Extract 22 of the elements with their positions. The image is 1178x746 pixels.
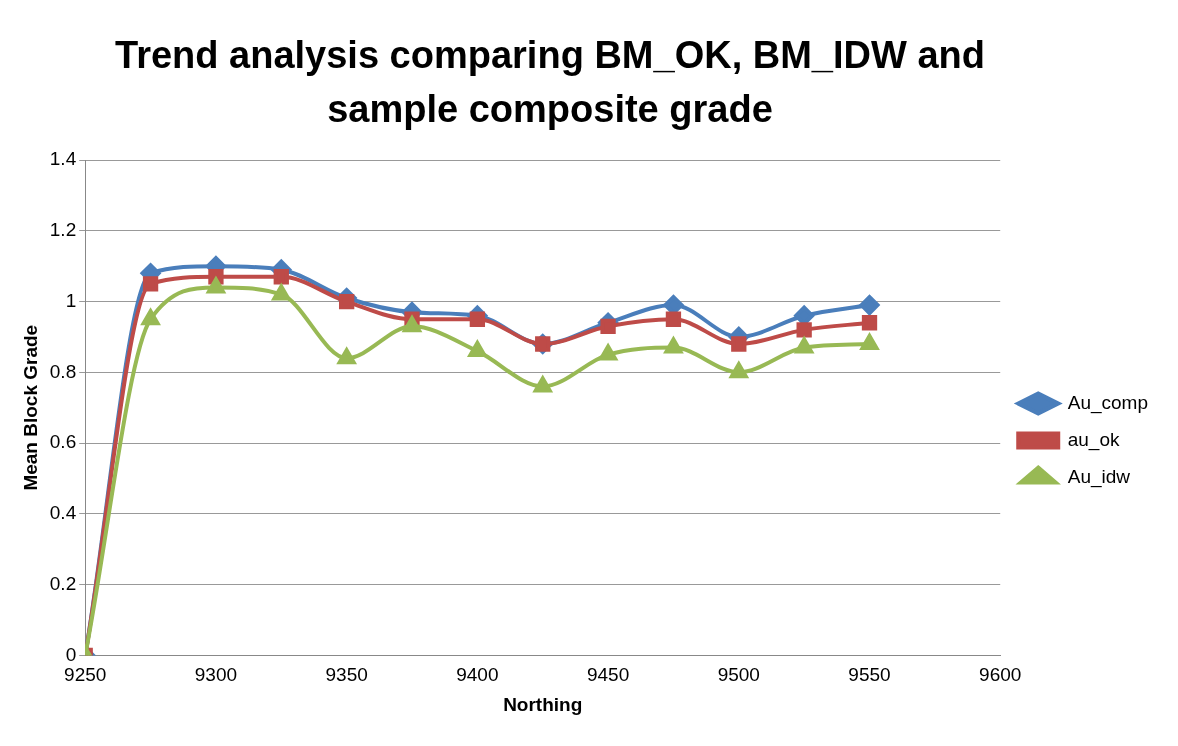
x-tick-label: 9500 bbox=[717, 664, 760, 686]
y-axis-title: Mean Block Grade bbox=[19, 324, 41, 491]
chart-title: Trend analysis comparing BM_OK, BM_IDW and sample composite grade bbox=[114, 33, 986, 132]
x-tick-label: 9400 bbox=[456, 664, 499, 686]
legend-label: Au_comp bbox=[1067, 391, 1149, 414]
x-tick-label: 9350 bbox=[325, 664, 368, 686]
x-tick-label: 9450 bbox=[586, 664, 630, 686]
y-tick-label: 1 bbox=[65, 289, 77, 311]
y-tick-label: 0.2 bbox=[49, 572, 77, 594]
x-tick-label: 9300 bbox=[194, 664, 238, 686]
y-tick-label: 0.4 bbox=[49, 502, 77, 524]
y-tick-label: 0 bbox=[65, 643, 77, 665]
legend-label: au_ok bbox=[1067, 428, 1120, 451]
x-tick-label: 9250 bbox=[64, 664, 107, 686]
y-tick-label: 0.6 bbox=[49, 431, 77, 453]
y-tick-label: 1.4 bbox=[49, 148, 77, 170]
y-tick-label: 0.8 bbox=[49, 360, 77, 382]
x-tick-label: 9550 bbox=[848, 664, 891, 686]
y-tick-label: 1.2 bbox=[49, 219, 77, 241]
x-tick-label: 9600 bbox=[979, 664, 1022, 686]
legend-label: Au_idw bbox=[1067, 465, 1131, 488]
x-axis-title: Northing bbox=[503, 693, 583, 715]
